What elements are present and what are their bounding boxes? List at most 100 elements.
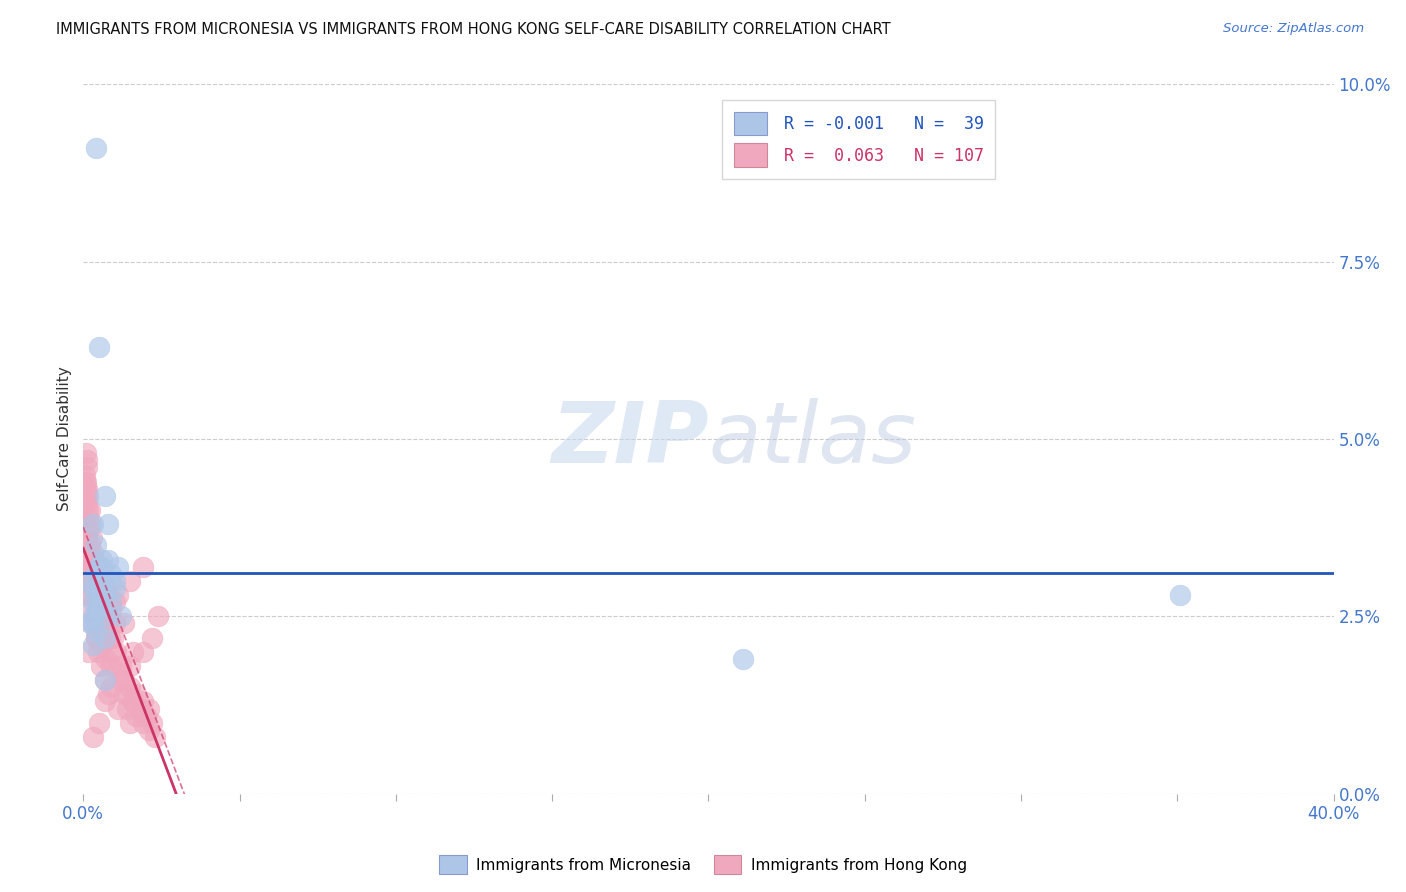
Point [84, 581, 107, 595]
Point [84, 631, 107, 645]
Point [79, 574, 101, 588]
Point [87, 559, 110, 574]
Point [731, 652, 754, 666]
Point [143, 730, 166, 744]
Point [148, 609, 170, 624]
Point [135, 708, 157, 723]
Point [77, 524, 100, 539]
Point [110, 659, 132, 673]
Point [79, 503, 101, 517]
Point [110, 609, 132, 624]
Point [75, 552, 97, 566]
Point [107, 588, 129, 602]
Point [98, 631, 121, 645]
Point [141, 631, 163, 645]
Text: Source: ZipAtlas.com: Source: ZipAtlas.com [1223, 22, 1364, 36]
Point [82, 595, 104, 609]
Point [75, 489, 97, 503]
Point [79, 559, 101, 574]
Point [131, 694, 153, 708]
Point [77, 510, 100, 524]
Point [82, 517, 104, 532]
Point [80, 532, 103, 546]
Point [73, 559, 96, 574]
Point [79, 538, 101, 552]
Text: atlas: atlas [709, 398, 917, 481]
Point [138, 723, 160, 737]
Point [141, 715, 163, 730]
Point [89, 631, 111, 645]
Point [103, 595, 125, 609]
Point [75, 517, 97, 532]
Point [82, 552, 104, 566]
Point [98, 574, 121, 588]
Point [84, 566, 107, 581]
Point [80, 602, 103, 616]
Point [77, 489, 100, 503]
Point [91, 609, 114, 624]
Point [122, 694, 145, 708]
Text: ZIP: ZIP [551, 398, 709, 481]
Point [131, 715, 153, 730]
Point [100, 645, 122, 659]
Point [112, 616, 135, 631]
Point [103, 574, 125, 588]
Point [103, 581, 125, 595]
Point [84, 624, 107, 638]
Point [82, 545, 104, 559]
Point [75, 496, 97, 510]
Point [87, 715, 110, 730]
Point [94, 673, 117, 688]
Point [128, 701, 150, 715]
Point [82, 730, 104, 744]
Point [101, 631, 124, 645]
Point [87, 340, 110, 354]
Point [76, 517, 98, 532]
Point [86, 645, 108, 659]
Point [94, 489, 117, 503]
Point [91, 638, 114, 652]
Y-axis label: Self-Care Disability: Self-Care Disability [58, 367, 72, 511]
Point [128, 701, 150, 715]
Point [131, 559, 153, 574]
Point [97, 517, 120, 532]
Point [97, 687, 120, 701]
Point [1170, 588, 1192, 602]
Point [76, 460, 98, 475]
Point [97, 609, 120, 624]
Point [75, 475, 97, 489]
Point [84, 609, 107, 624]
Point [76, 482, 98, 496]
Point [76, 532, 98, 546]
Point [94, 694, 117, 708]
Point [131, 645, 153, 659]
Point [84, 631, 107, 645]
Point [122, 694, 145, 708]
Point [77, 645, 100, 659]
Point [86, 616, 108, 631]
Point [82, 616, 104, 631]
Point [97, 631, 120, 645]
Point [82, 559, 104, 574]
Point [87, 602, 110, 616]
Point [91, 588, 114, 602]
Point [91, 574, 114, 588]
Point [120, 715, 142, 730]
Point [112, 673, 135, 688]
Point [122, 645, 145, 659]
Point [125, 708, 148, 723]
Point [110, 673, 132, 688]
Point [91, 559, 114, 574]
Point [77, 574, 100, 588]
Point [75, 475, 97, 489]
Point [135, 708, 157, 723]
Point [76, 496, 98, 510]
Point [105, 645, 128, 659]
Point [75, 446, 97, 460]
Point [97, 588, 120, 602]
Point [100, 566, 122, 581]
Point [100, 602, 122, 616]
Legend: Immigrants from Micronesia, Immigrants from Hong Kong: Immigrants from Micronesia, Immigrants f… [433, 849, 973, 880]
Point [75, 588, 97, 602]
Point [80, 517, 103, 532]
